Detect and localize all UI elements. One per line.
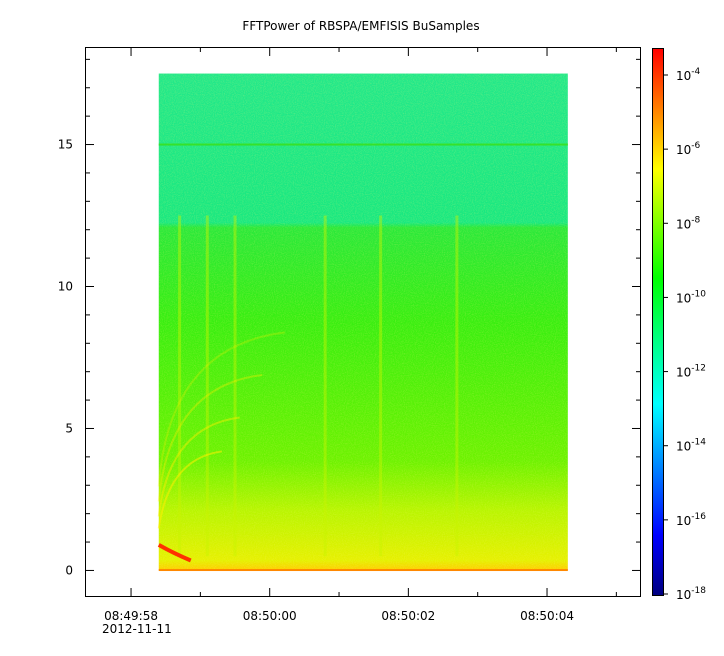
vertical-streak: [455, 215, 459, 557]
vertical-streak: [205, 215, 209, 557]
colorbar-tick-label: 10-8: [676, 215, 701, 231]
vertical-streak: [233, 215, 237, 557]
colorbar-tick-label: 10-10: [676, 289, 706, 305]
spectral-line-15: [158, 143, 568, 146]
x-tick-label: 08:50:02: [381, 609, 435, 623]
y-axis: 0 5 10 15: [58, 58, 640, 577]
colorbar-tick-label: 10-12: [676, 364, 706, 380]
x-axis: 08:49:58 08:50:00 08:50:02 08:50:04: [104, 48, 617, 623]
colorbar-tick-label: 10-14: [676, 438, 706, 454]
emission-arc: [157, 450, 222, 529]
y-tick-label: 10: [58, 280, 73, 294]
spectrogram-image: [157, 73, 568, 572]
emission-arc: [157, 416, 240, 517]
vertical-streak: [178, 215, 182, 557]
y-tick-label: 15: [58, 138, 73, 152]
colorbar-tick-label: 10-6: [676, 141, 701, 157]
baseline-band: [158, 569, 568, 572]
x-axis-date-label: 2012-11-11: [102, 622, 172, 636]
vertical-streak: [323, 215, 327, 557]
y-tick-label: 0: [65, 563, 73, 577]
colorbar: [652, 48, 664, 596]
y-tick-label: 5: [65, 421, 73, 435]
emission-arc: [157, 331, 285, 487]
x-tick-label: 08:49:58: [104, 609, 158, 623]
colorbar-tick-label: 10-16: [676, 512, 706, 528]
x-tick-label: 08:50:00: [243, 609, 297, 623]
emission-arc: [157, 373, 263, 502]
colorbar-tick-label: 10-4: [676, 67, 701, 83]
vertical-streak: [379, 215, 383, 557]
colorbar-axis: 10-4 10-6 10-8 10-10 10-12 10-14 10-16 10-18: [663, 67, 706, 602]
strong-band: [157, 543, 192, 563]
colorbar-tick-label: 10-18: [676, 586, 706, 602]
chart-title: FFTPower of RBSPA/EMFISIS BuSamples: [242, 19, 479, 33]
x-tick-label: 08:50:04: [520, 609, 574, 623]
